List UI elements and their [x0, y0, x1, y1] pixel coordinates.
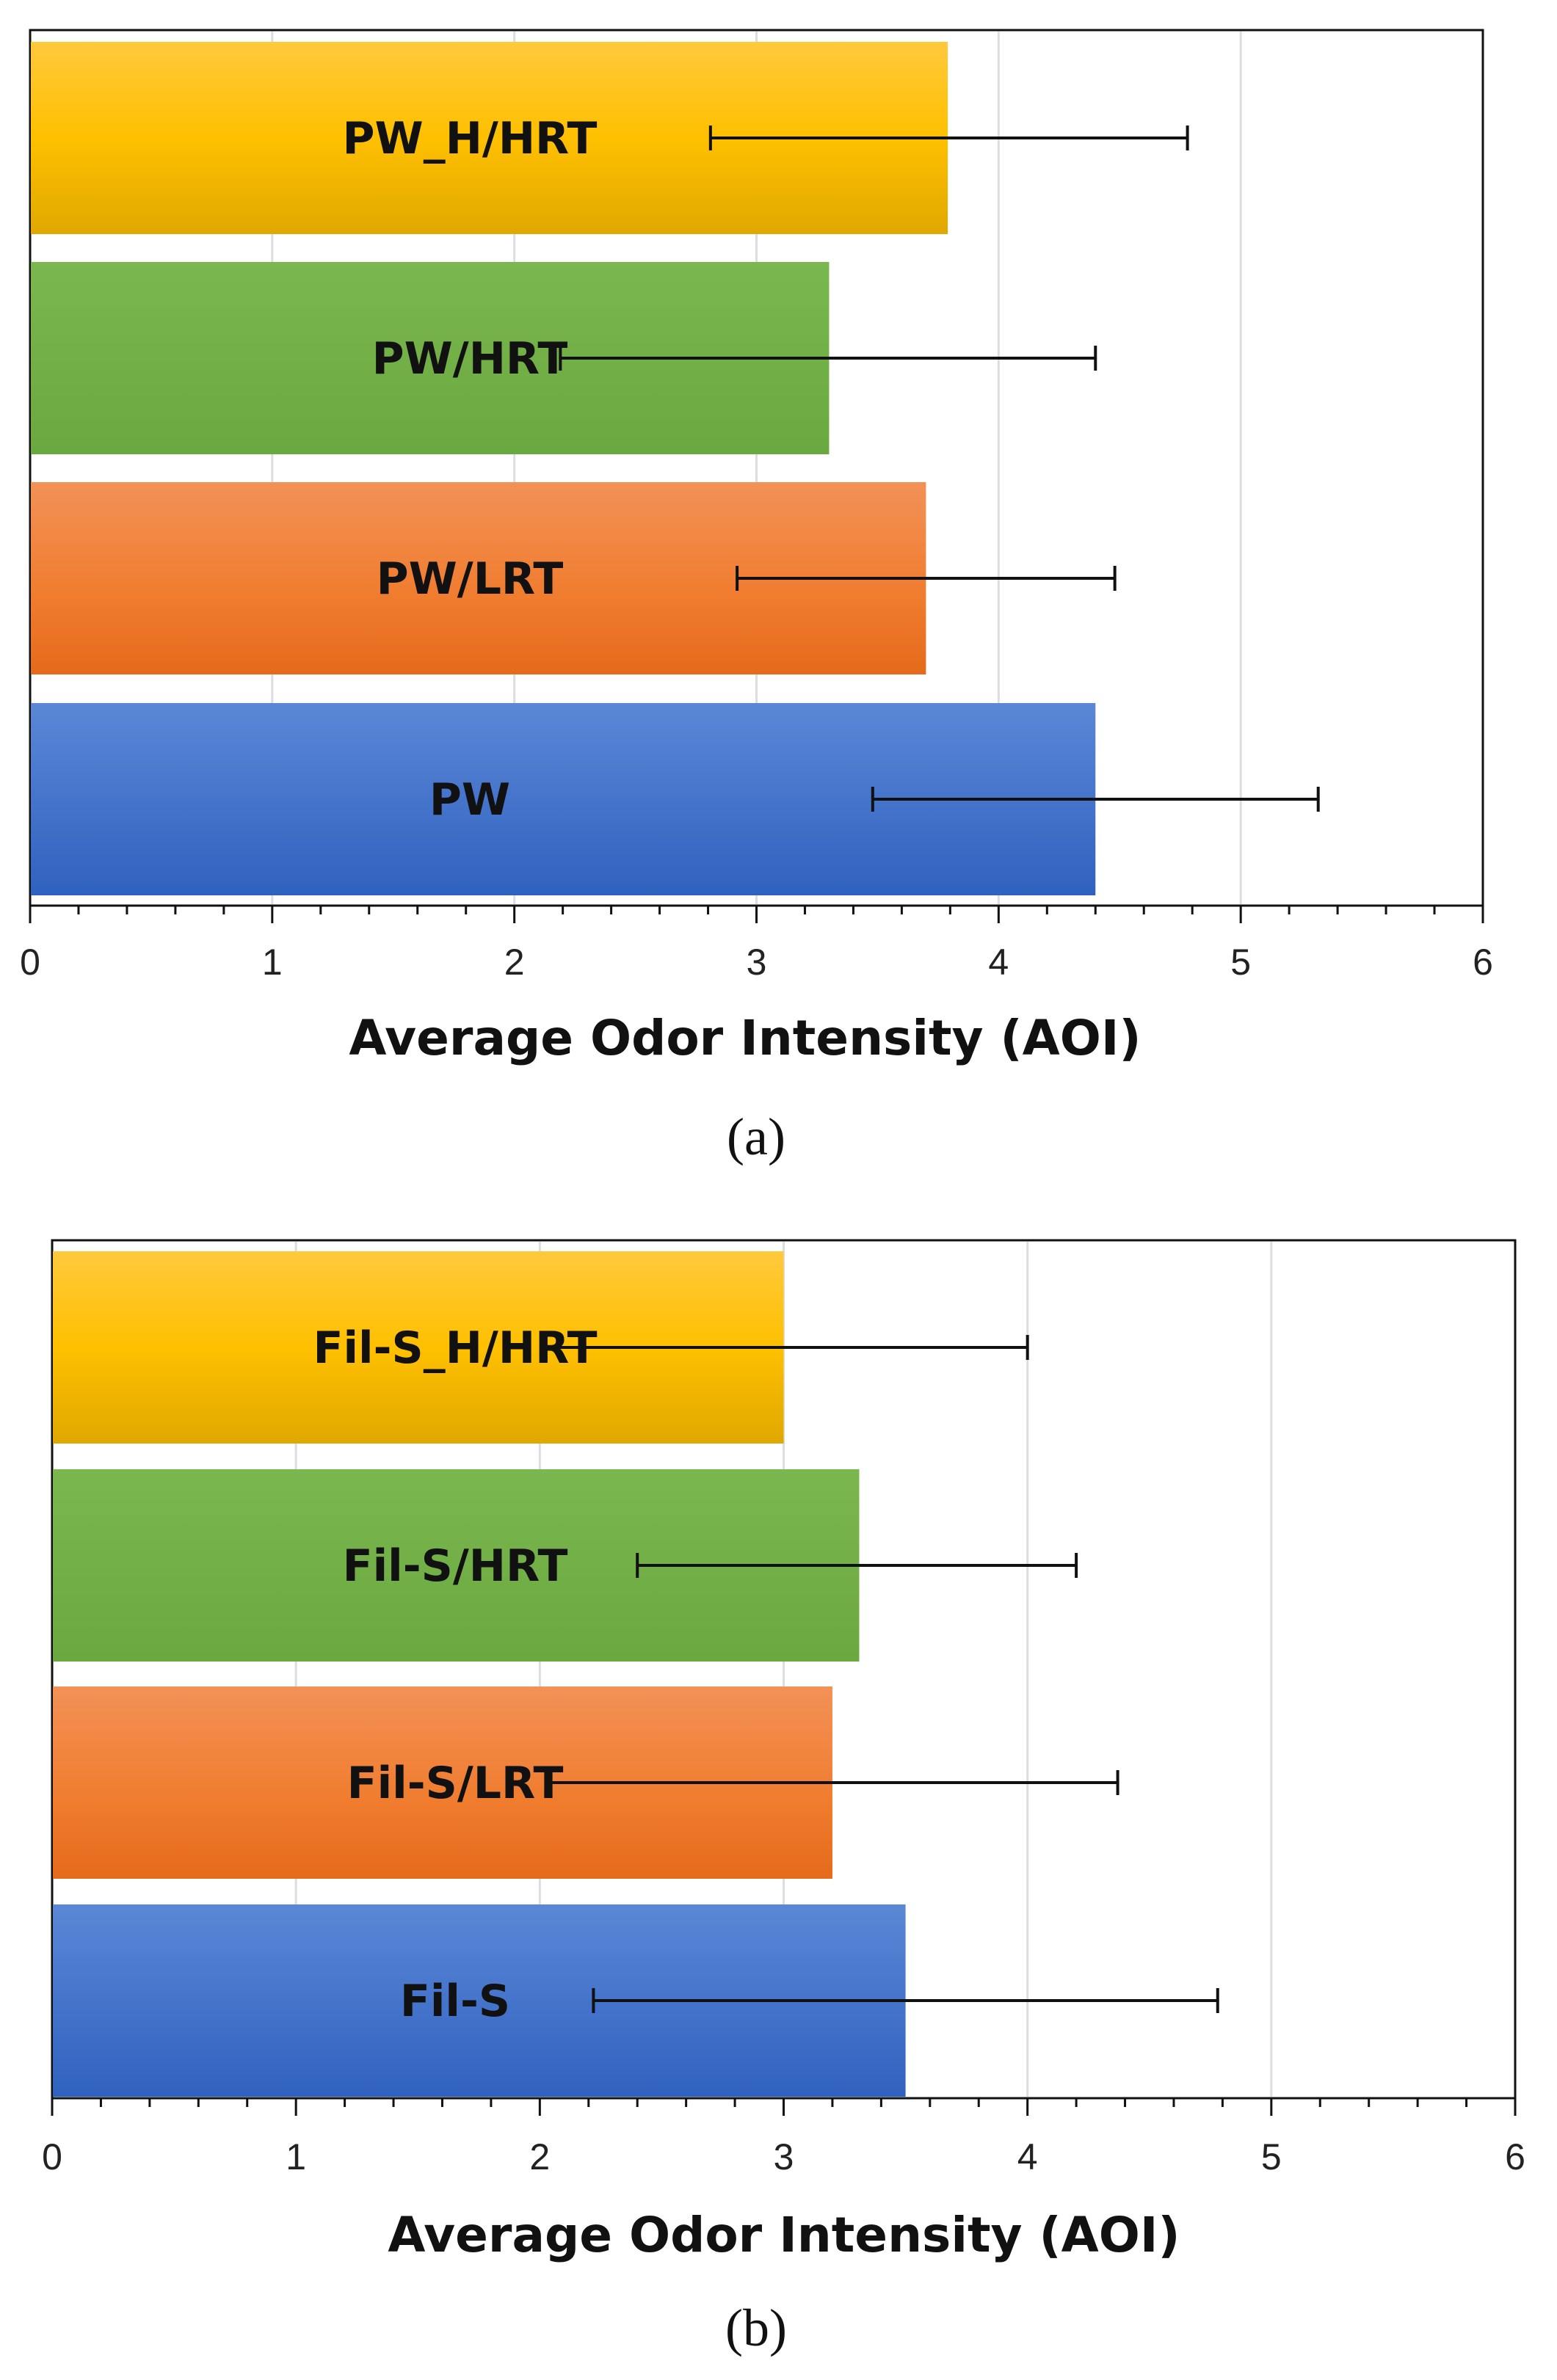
x-tick-label: 1: [262, 942, 283, 983]
x-axis-a: 0 1 2 3 4 5 6: [20, 906, 1493, 983]
x-tick-label: 3: [774, 2136, 794, 2177]
x-axis-b: 0 1 2 3 4 5 6: [42, 2098, 1525, 2177]
x-axis-title-a: Average Odor Intensity (AOI): [349, 1010, 1141, 1066]
x-tick-label: 6: [1505, 2136, 1525, 2177]
bar-label: PW_H/HRT: [343, 113, 598, 164]
bar-label: Fil-S/LRT: [347, 1758, 564, 1809]
x-tick-label: 2: [529, 2136, 550, 2177]
x-axis-title-b: Average Odor Intensity (AOI): [388, 2207, 1180, 2263]
chart-panel-a: PW_H/HRT PW/HRT PW/LRT PW 0 1 2 3 4 5 6 Average O…: [20, 29, 1493, 1166]
x-tick-label: 4: [1017, 2136, 1038, 2177]
panel-label-b: (b): [725, 2299, 787, 2357]
x-tick-label: 0: [20, 942, 40, 983]
bar-label: Fil-S: [400, 1976, 510, 2027]
bar-label: PW/LRT: [377, 553, 564, 605]
bar-label: Fil-S/HRT: [343, 1540, 568, 1592]
x-tick-label: 2: [504, 942, 525, 983]
x-tick-label: 5: [1261, 2136, 1282, 2177]
error-bars-a: [559, 125, 1320, 812]
x-tick-label: 5: [1230, 942, 1251, 983]
bar-labels-a: PW_H/HRT PW/HRT PW/LRT PW: [343, 113, 598, 826]
x-tick-label: 1: [286, 2136, 306, 2177]
error-bars-b: [542, 1335, 1219, 2013]
bar-label: PW: [429, 774, 510, 826]
x-tick-label: 6: [1473, 942, 1493, 983]
x-tick-label: 0: [42, 2136, 62, 2177]
bars-a: [31, 42, 1096, 895]
x-tick-label: 4: [988, 942, 1009, 983]
x-tick-label: 3: [747, 942, 767, 983]
bar-label: PW/HRT: [372, 333, 568, 385]
panel-label-a: (a): [727, 1107, 785, 1166]
